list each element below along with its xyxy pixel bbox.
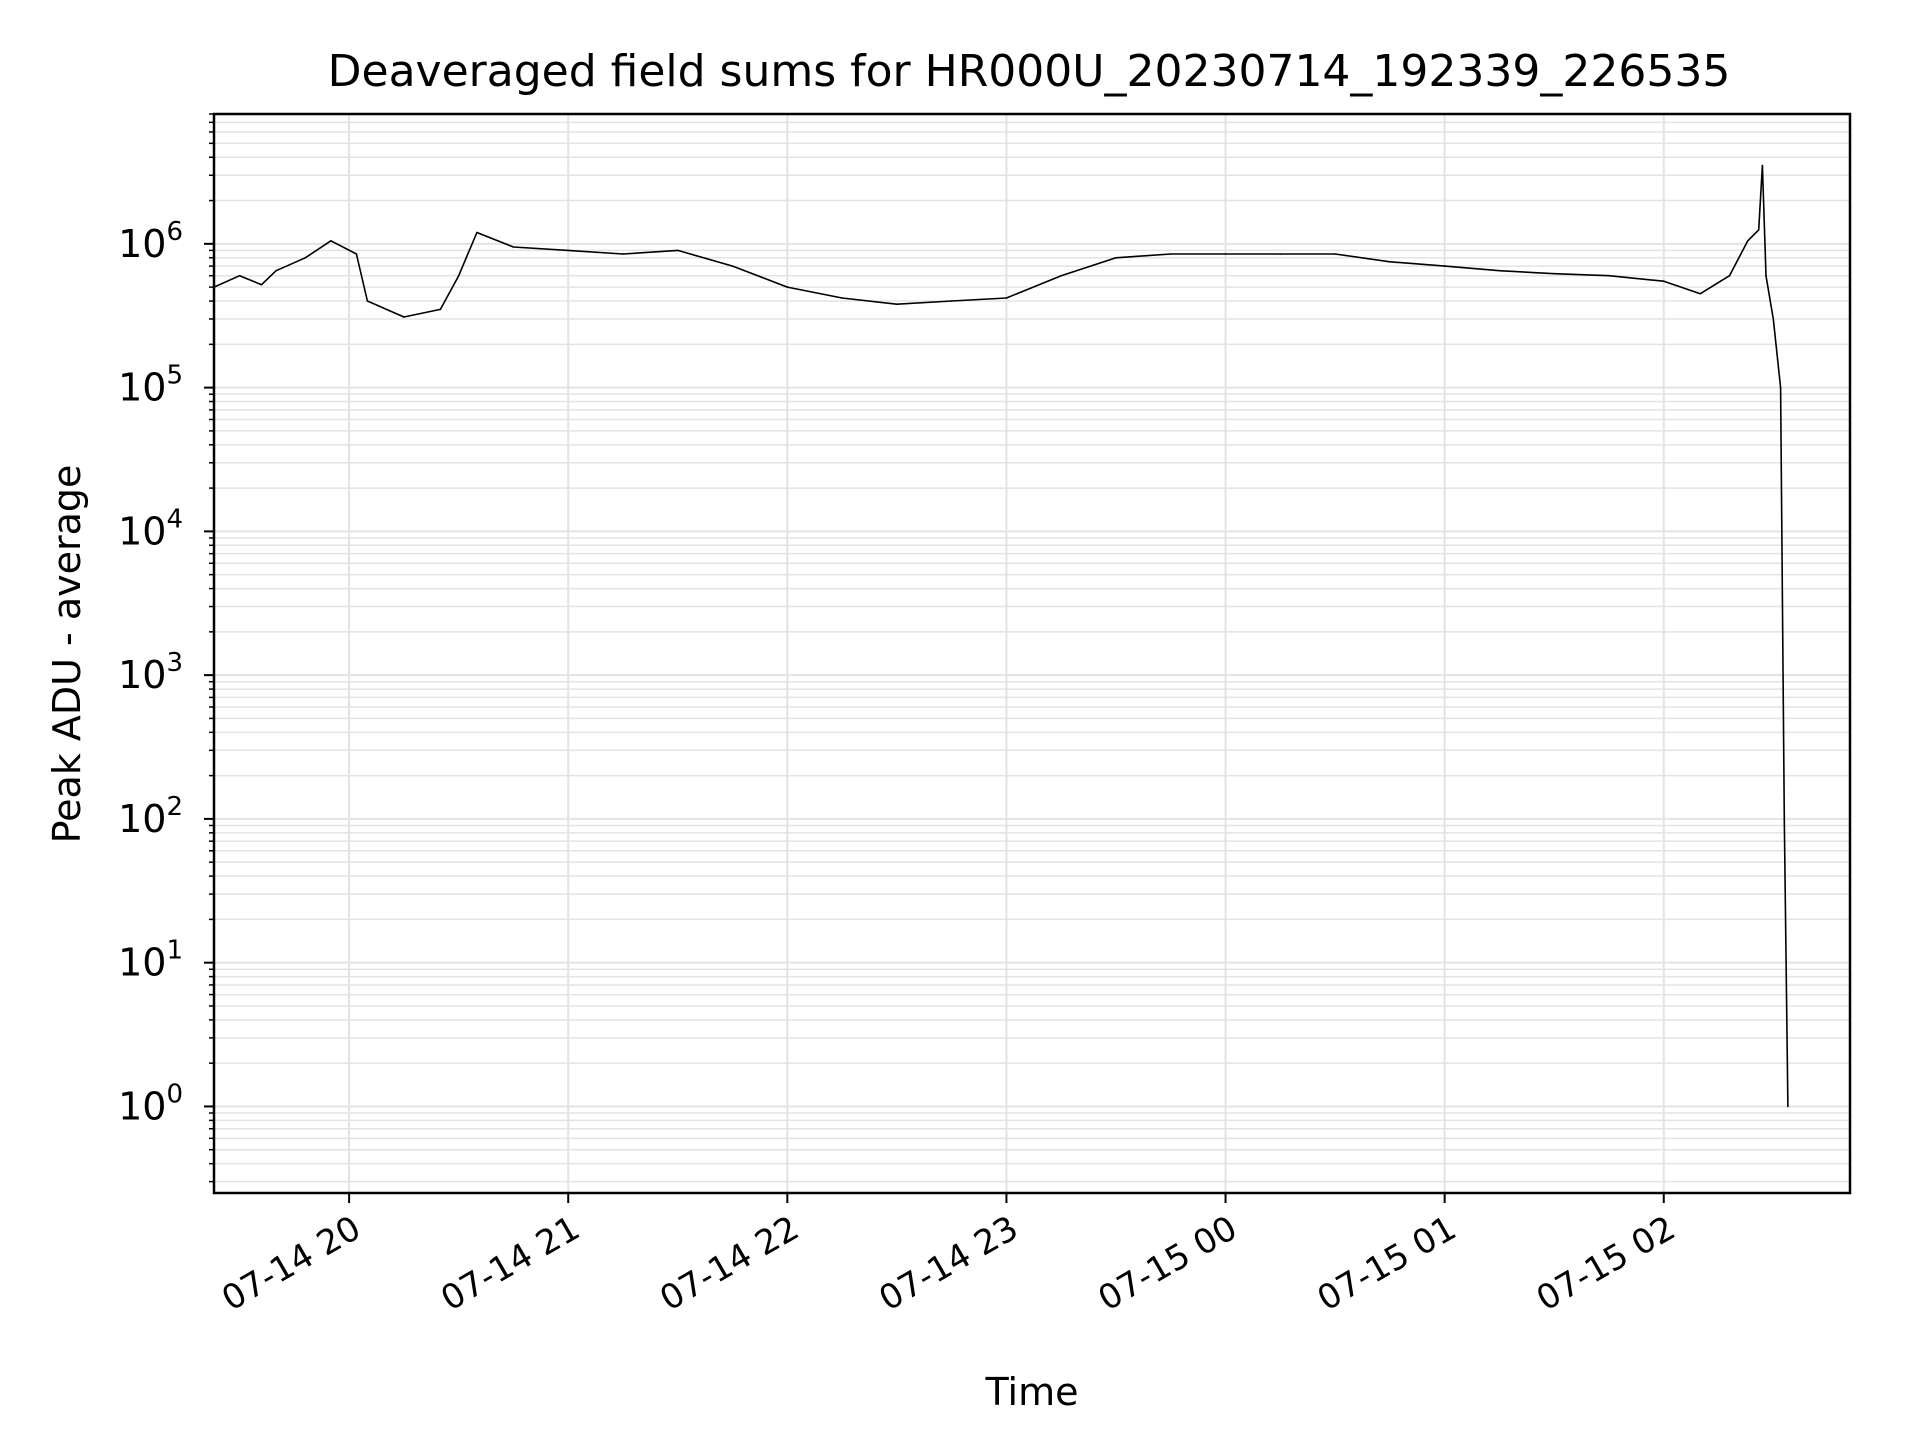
y-tick-label: 106 <box>118 217 183 266</box>
y-tick-base: 10 <box>118 366 166 410</box>
data-point <box>731 265 734 267</box>
plot-frame <box>212 112 1852 1195</box>
x-tick-label: 07-14 20 <box>215 1208 367 1319</box>
x-axis-label: Time <box>985 1370 1079 1414</box>
y-tick-label: 105 <box>118 361 183 410</box>
data-point <box>1787 1105 1789 1108</box>
data-point <box>1553 272 1555 275</box>
data-point <box>1783 818 1786 820</box>
data-point <box>1779 386 1782 389</box>
y-tick-base: 10 <box>118 941 166 985</box>
y-tick-exponent: 2 <box>166 792 183 822</box>
y-tick-base: 10 <box>118 509 166 553</box>
y-tick-label: 104 <box>118 504 183 553</box>
data-point <box>457 274 460 277</box>
x-tick-label: 07-14 21 <box>434 1208 586 1319</box>
x-tick-label: 07-14 22 <box>653 1208 805 1319</box>
data-point <box>1279 253 1282 255</box>
data-point <box>950 300 953 302</box>
y-tick-label: 103 <box>118 648 183 697</box>
y-tick-label: 102 <box>118 792 183 841</box>
y-tick-exponent: 6 <box>166 217 183 247</box>
y-tick-base: 10 <box>118 653 166 697</box>
data-point <box>896 303 898 306</box>
data-point <box>1224 253 1227 255</box>
data-point <box>1060 274 1062 277</box>
y-tick-base: 10 <box>118 222 166 266</box>
data-point <box>330 240 332 242</box>
data-point <box>1728 274 1731 277</box>
data-point <box>439 308 442 311</box>
chart-title: Deaveraged field sums for HR000U_2023071… <box>328 46 1731 97</box>
x-tick-label: 07-15 00 <box>1092 1208 1244 1319</box>
data-point <box>1170 253 1172 255</box>
series-line <box>213 164 1789 1107</box>
data-point <box>567 249 569 252</box>
data-point <box>1608 274 1610 277</box>
data-point <box>841 297 843 299</box>
y-tick-exponent: 0 <box>166 1079 183 1109</box>
data-point <box>366 300 369 302</box>
y-tick-label: 101 <box>118 936 183 985</box>
y-tick-exponent: 4 <box>166 504 183 534</box>
data-point <box>512 246 515 248</box>
data-point <box>786 286 789 288</box>
x-axis-ticks: 07-14 20 07-14 21 07-14 22 07-14 23 07-15 00… <box>215 1193 1682 1319</box>
grid-lines <box>214 113 1850 1193</box>
data-point <box>1443 265 1446 267</box>
data-point <box>1334 253 1336 255</box>
data-point <box>1765 274 1767 277</box>
x-tick-label: 07-14 23 <box>873 1208 1025 1319</box>
data-point <box>476 231 478 234</box>
data-point <box>1761 164 1764 167</box>
data-point <box>238 274 241 277</box>
data-point <box>622 253 624 255</box>
data-point <box>1772 318 1775 320</box>
y-tick-exponent: 5 <box>166 361 183 391</box>
y-tick-label: 100 <box>118 1079 183 1128</box>
x-tick-label: 07-15 02 <box>1530 1208 1682 1319</box>
y-tick-base: 10 <box>118 797 166 841</box>
data-point <box>355 253 358 255</box>
y-tick-exponent: 3 <box>166 648 183 678</box>
y-axis-label: Peak ADU - average <box>45 465 89 844</box>
data-point <box>1115 257 1117 259</box>
data-point <box>260 283 263 286</box>
data-point <box>1005 297 1008 299</box>
x-tick-label: 07-15 01 <box>1311 1208 1463 1319</box>
data-point <box>677 249 679 252</box>
data-point <box>1663 280 1665 283</box>
data-point <box>1498 269 1501 272</box>
data-point <box>1699 292 1702 295</box>
data-series <box>213 164 1789 1108</box>
data-point <box>304 257 307 259</box>
data-point <box>1757 229 1760 231</box>
y-tick-exponent: 1 <box>166 936 183 966</box>
y-tick-base: 10 <box>118 1084 166 1128</box>
data-point <box>275 269 277 272</box>
data-point <box>1747 240 1749 242</box>
data-point <box>403 316 405 318</box>
data-point <box>1389 261 1391 263</box>
